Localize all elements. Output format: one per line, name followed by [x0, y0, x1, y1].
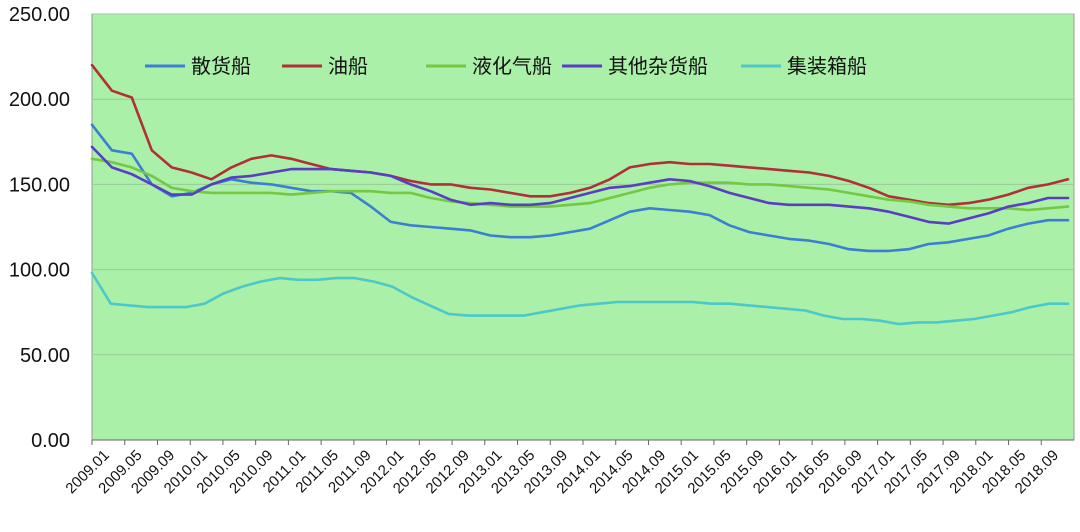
y-tick-label: 50.00 [20, 345, 70, 367]
legend-label-3: 其他杂货船 [608, 54, 708, 78]
y-tick-label: 250.00 [9, 4, 70, 26]
series-line-0 [90, 123, 1070, 253]
x-axis: 2009.012009.052009.092010.012010.052010.… [62, 439, 1074, 497]
legend-label-0: 散货船 [191, 54, 251, 78]
legend-label-1: 油船 [328, 54, 368, 78]
series-lines [90, 63, 1070, 326]
legend-label-2: 液化气船 [472, 54, 552, 78]
y-tick-label: 150.00 [9, 174, 70, 196]
series-line-3 [90, 145, 1070, 225]
series-line-1 [90, 63, 1070, 207]
plot-area [91, 13, 1075, 441]
legend-label-4: 集装箱船 [787, 54, 867, 78]
y-axis: 0.00 50.00 100.00 150.00 200.00 250.00 [9, 4, 70, 452]
series-line-2 [90, 157, 1070, 212]
y-tick-label: 100.00 [9, 260, 70, 282]
y-tick-label: 200.00 [9, 89, 70, 111]
series-line-4 [90, 271, 1070, 326]
y-tick-label: 0.00 [31, 430, 70, 452]
legend: 散货船 油船 液化气船 其他杂货船 集装箱船 [145, 54, 867, 78]
